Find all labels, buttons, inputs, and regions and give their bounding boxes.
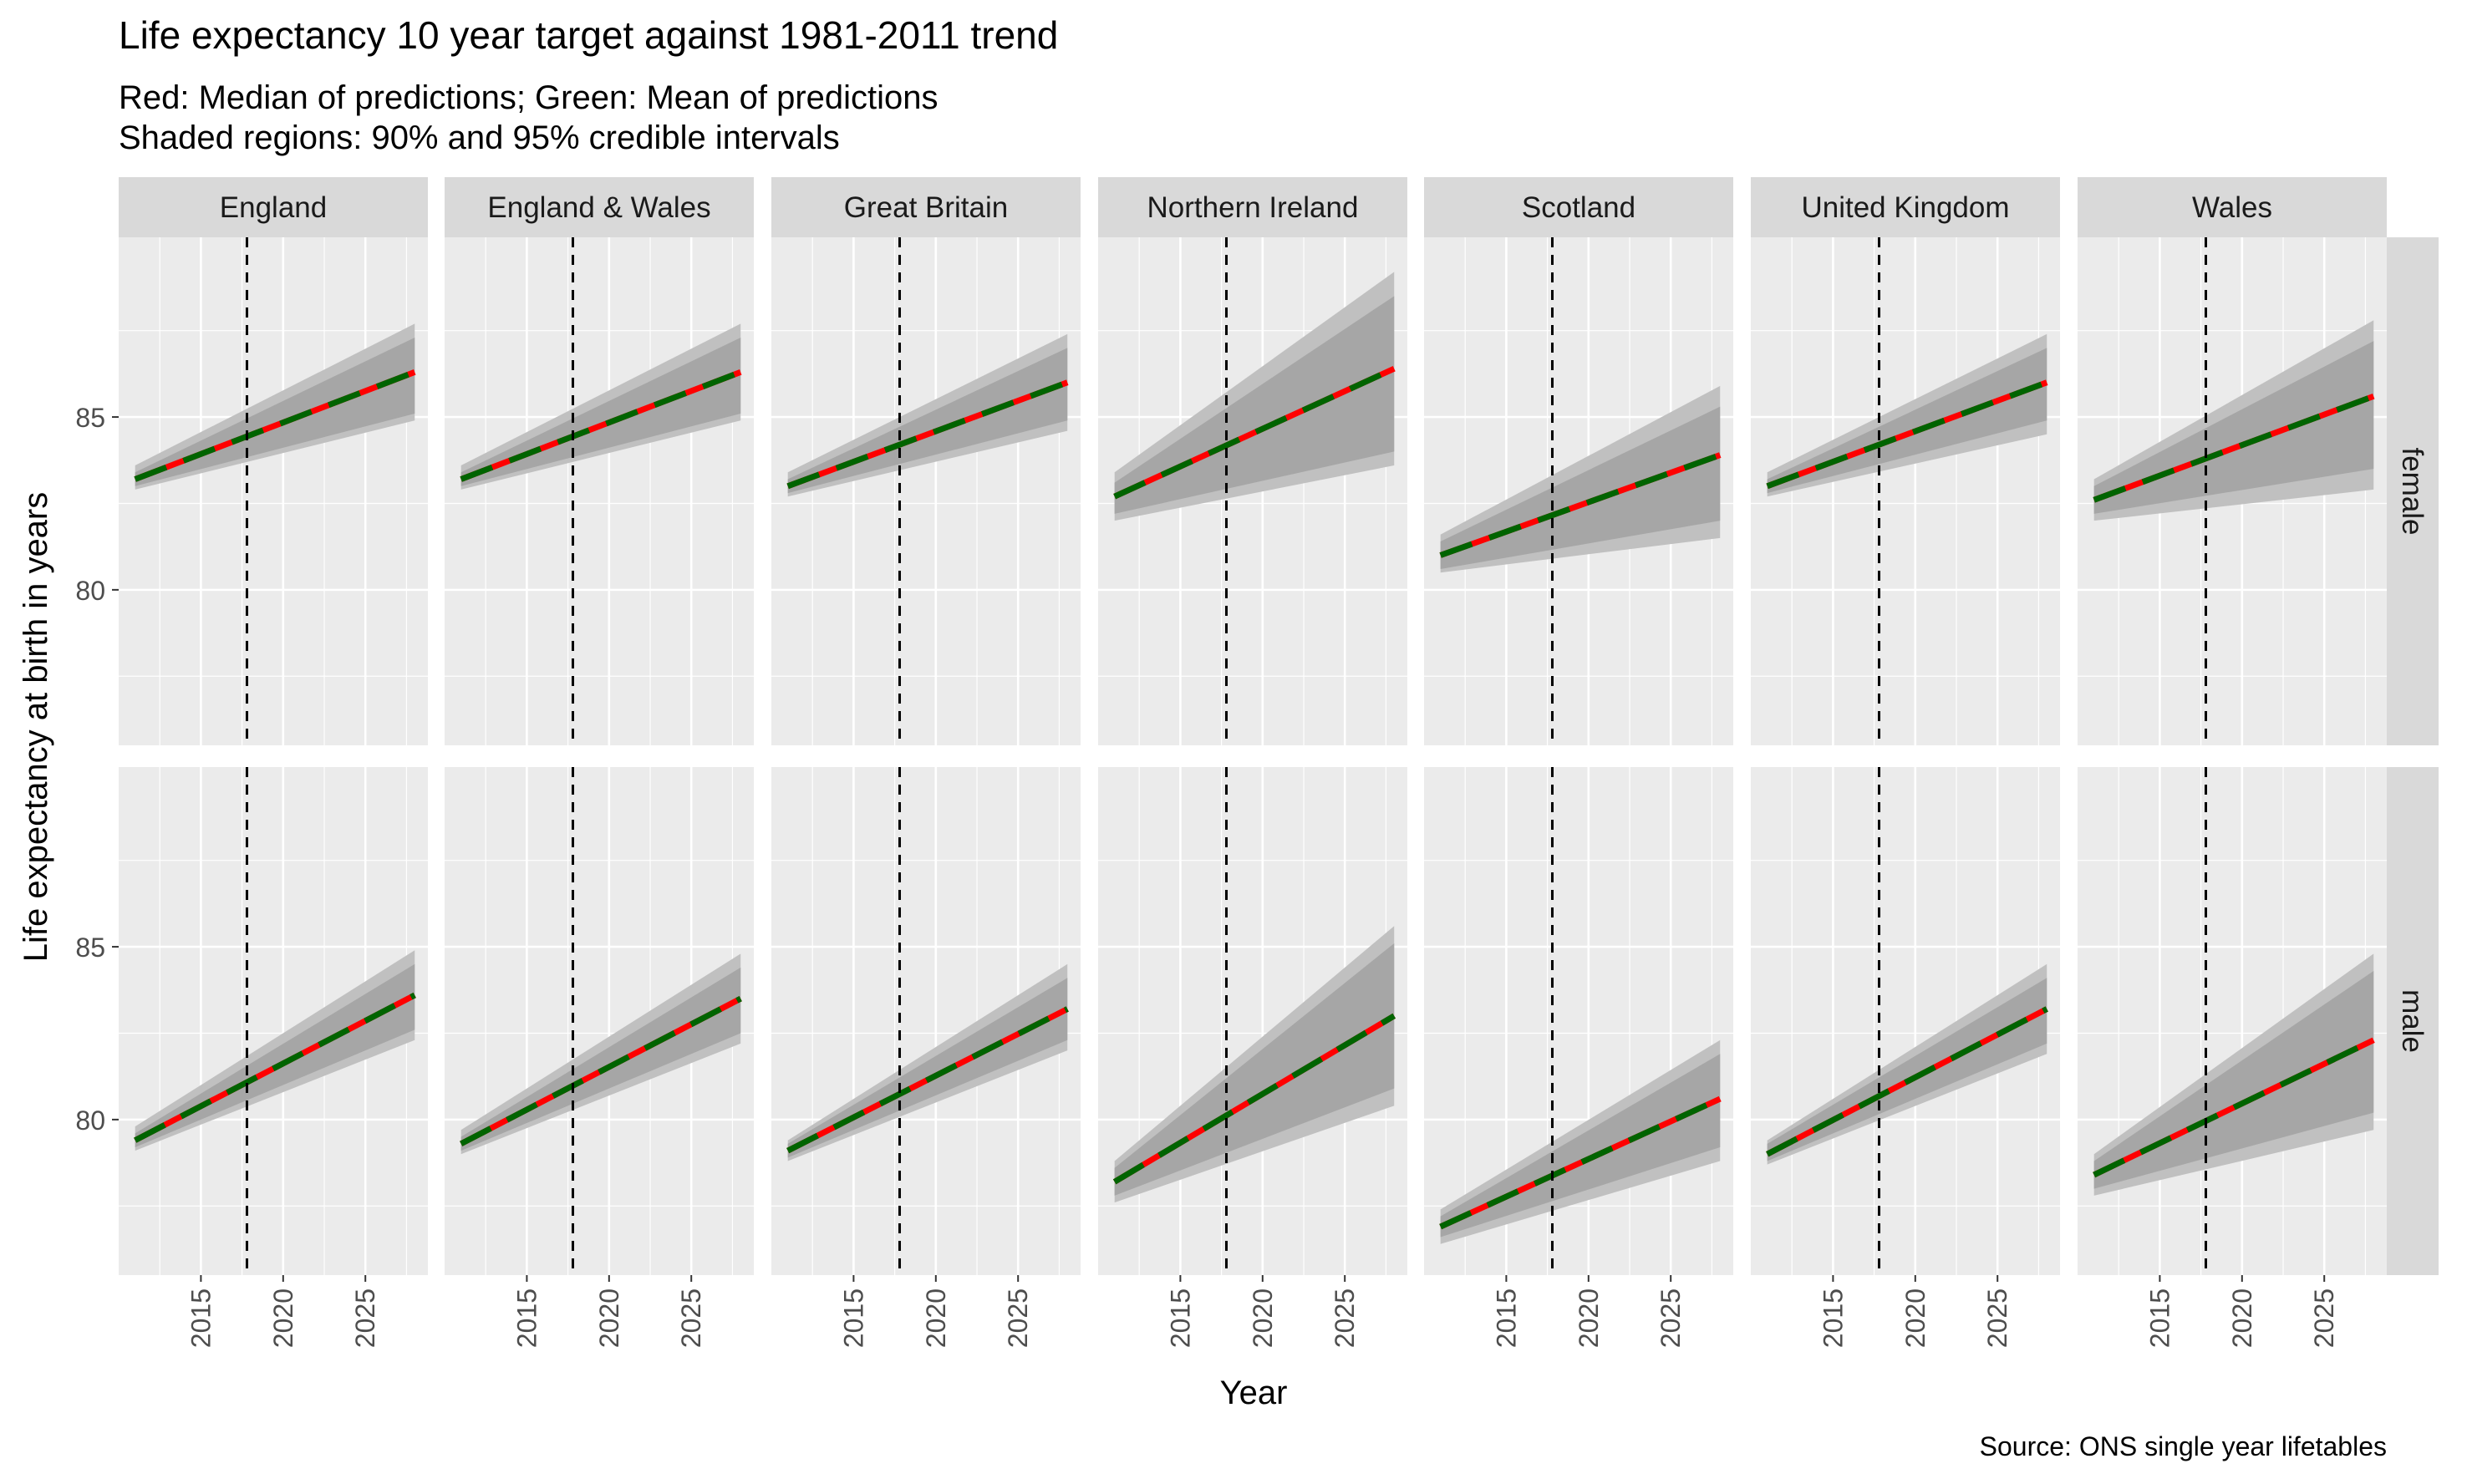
row-strip-male (2387, 767, 2439, 1275)
x-axis-title: Year (1220, 1375, 1288, 1411)
facet-label-wales: Wales (2192, 191, 2272, 224)
panel-united-kingdom-male (1751, 767, 2060, 1275)
median-line (1113, 365, 1396, 500)
y-axis-title: Life expectancy at birth in years (18, 492, 54, 963)
median-line (786, 379, 1069, 490)
y-tick-label: 80 (75, 576, 105, 606)
panel-background (445, 237, 754, 745)
x-tick-label: 2020 (1574, 1288, 1604, 1348)
facet-panels: England England & Wales Great Britain North… (75, 177, 2439, 1348)
panel-england-male (119, 767, 428, 1275)
chart-title: Life expectancy 10 year target against 1… (119, 13, 1058, 57)
chart-caption: Source: ONS single year lifetables (1980, 1431, 2387, 1461)
x-tick-label: 2015 (186, 1288, 216, 1348)
panel-england-female (119, 237, 428, 745)
x-tick-label: 2015 (1165, 1288, 1195, 1348)
x-tick-label: 2020 (921, 1288, 951, 1348)
facet-strip-england (119, 177, 428, 237)
panel-scotland-male (1424, 767, 1733, 1275)
credible-band-90 (787, 348, 1068, 494)
credible-band-90 (1114, 943, 1395, 1196)
facet-label-united-kingdom: United Kingdom (1801, 191, 2009, 224)
row-label-female: female (2396, 447, 2429, 535)
facet-label-england-and-wales: England & Wales (487, 191, 710, 224)
mean-line (786, 1006, 1069, 1154)
x-tick-label: 2025 (676, 1288, 706, 1348)
facet-strip-great-britain (771, 177, 1081, 237)
median-line (2093, 393, 2375, 503)
x-tick-label: 2020 (2227, 1288, 2257, 1348)
credible-band-90 (1440, 1054, 1721, 1238)
x-tick-label: 2015 (1491, 1288, 1521, 1348)
row-label-male: male (2396, 989, 2429, 1053)
mean-line (134, 992, 416, 1143)
facet-label-great-britain: Great Britain (844, 191, 1008, 224)
x-tick-label: 2020 (1900, 1288, 1930, 1348)
x-tick-label: 2015 (838, 1288, 868, 1348)
median-line (460, 369, 742, 482)
panel-england-and-wales-female (445, 237, 754, 745)
panel-northern-ireland-male (1098, 767, 1407, 1275)
panel-wales-male (2078, 767, 2387, 1275)
panel-background (1751, 237, 2060, 745)
y-tick-label: 85 (75, 403, 105, 433)
x-tick-label: 2025 (350, 1288, 380, 1348)
facet-strip-scotland (1424, 177, 1733, 237)
panel-great-britain-male (771, 767, 1081, 1275)
facet-label-england: England (220, 191, 327, 224)
credible-band-90 (1767, 348, 2047, 494)
x-tick-label: 2025 (1330, 1288, 1360, 1348)
median-line (1439, 1095, 1722, 1230)
panel-background (119, 237, 428, 745)
mean-line (1112, 1013, 1396, 1185)
x-tick-label: 2020 (594, 1288, 624, 1348)
x-tick-label: 2025 (2309, 1288, 2339, 1348)
mean-line (1766, 1006, 2048, 1157)
credible-band-90 (2093, 341, 2374, 514)
y-tick-label: 85 (75, 933, 105, 963)
facet-strip-england-and-wales (445, 177, 754, 237)
credible-band-90 (135, 337, 415, 486)
x-tick-label: 2015 (1818, 1288, 1848, 1348)
facet-label-northern-ireland: Northern Ireland (1147, 191, 1359, 224)
y-tick-label: 80 (75, 1105, 105, 1136)
row-strip-female (2387, 237, 2439, 745)
facet-strip-united-kingdom (1751, 177, 2060, 237)
x-tick-label: 2020 (268, 1288, 298, 1348)
panel-united-kingdom-female (1751, 237, 2060, 745)
x-tick-label: 2015 (511, 1288, 542, 1348)
credible-band-90 (460, 337, 741, 486)
chart-subtitle-line-2: Shaded regions: 90% and 95% credible int… (119, 119, 840, 156)
mean-line (460, 996, 742, 1146)
median-line (1766, 379, 2048, 490)
x-tick-label: 2025 (1982, 1288, 2012, 1348)
x-tick-label: 2025 (1656, 1288, 1686, 1348)
facet-label-scotland: Scotland (1522, 191, 1635, 224)
chart-subtitle-line-1: Red: Median of predictions; Green: Mean … (119, 79, 938, 116)
facet-strip-wales (2078, 177, 2387, 237)
credible-band-90 (1114, 296, 1395, 514)
credible-band-90 (2093, 971, 2374, 1189)
median-line (134, 369, 416, 482)
panel-wales-female (2078, 237, 2387, 745)
x-tick-label: 2020 (1248, 1288, 1278, 1348)
panel-england-and-wales-male (445, 767, 754, 1275)
facet-strip-northern-ireland (1098, 177, 1407, 237)
x-tick-label: 2015 (2144, 1288, 2175, 1348)
panel-northern-ireland-female (1098, 237, 1407, 745)
median-line (2093, 1037, 2375, 1178)
x-tick-label: 2025 (1003, 1288, 1033, 1348)
panel-background (771, 237, 1081, 745)
panel-great-britain-female (771, 237, 1081, 745)
median-line (1439, 452, 1722, 558)
panel-scotland-female (1424, 237, 1733, 745)
